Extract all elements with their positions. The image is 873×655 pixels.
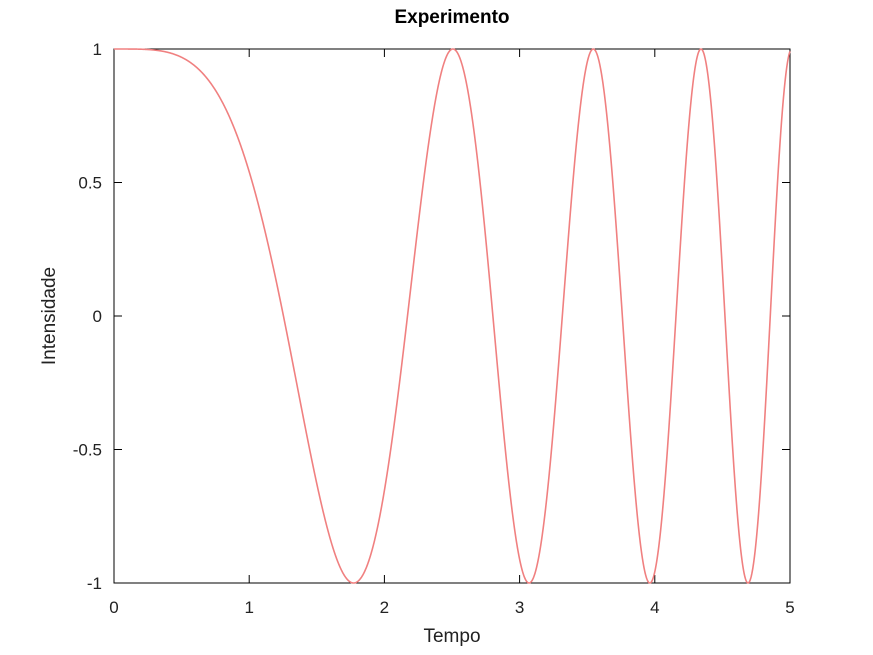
x-tick-label: 5 <box>785 598 794 617</box>
y-tick-label: -0.5 <box>73 441 102 460</box>
x-tick-label: 2 <box>380 598 389 617</box>
y-tick-label: -1 <box>87 574 102 593</box>
x-tick-label: 1 <box>244 598 253 617</box>
y-tick-label: 0 <box>93 307 102 326</box>
y-tick-label: 0.5 <box>78 174 102 193</box>
y-axis-label: Intensidade <box>39 267 60 365</box>
chart-title: Experimento <box>394 7 509 28</box>
y-tick-label: 1 <box>93 40 102 59</box>
x-tick-label: 0 <box>109 598 118 617</box>
x-tick-label: 4 <box>650 598 659 617</box>
x-tick-label: 3 <box>515 598 524 617</box>
series-line <box>114 48 791 584</box>
x-axis-label: Tempo <box>423 626 480 647</box>
tick-labels: 0 1 2 3 4 5 -1 -0.5 0 0.5 1 <box>73 40 795 617</box>
